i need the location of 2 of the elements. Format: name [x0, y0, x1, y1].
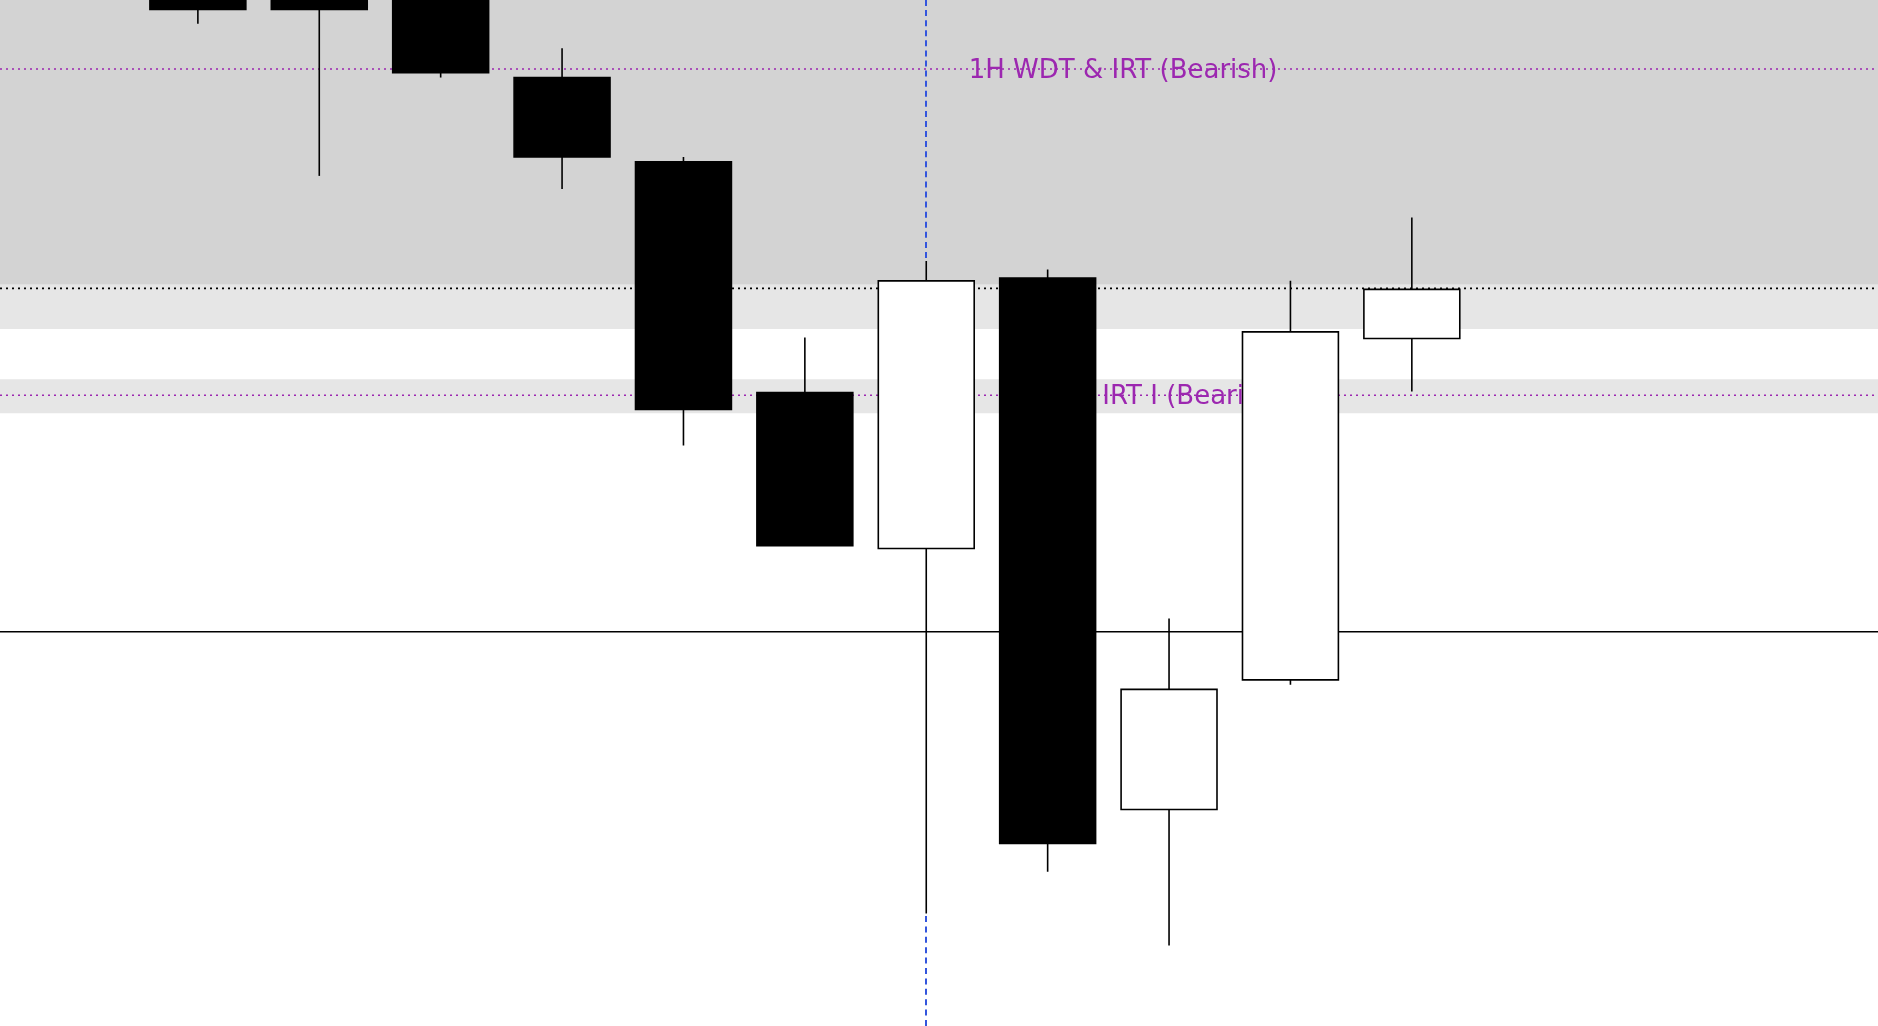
ref-line-label: 1H WDT & IRT (Bearish) [968, 54, 1278, 85]
ref-line-label: IRT I (Beari [1102, 380, 1245, 411]
